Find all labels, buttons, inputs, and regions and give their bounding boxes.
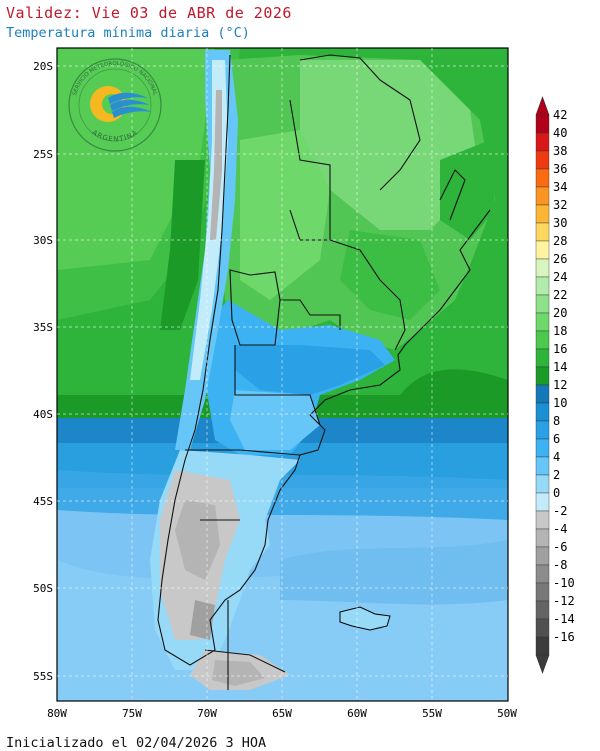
colorbar-label: 26 bbox=[553, 252, 567, 266]
lat-label-20s: 20S bbox=[33, 60, 53, 73]
colorbar-label: -14 bbox=[553, 612, 575, 626]
colorbar-swatch bbox=[535, 582, 550, 602]
colorbar-swatch bbox=[535, 168, 550, 188]
colorbar-swatch bbox=[535, 150, 550, 170]
lon-label-75w: 75W bbox=[122, 707, 142, 720]
colorbar-swatch bbox=[535, 186, 550, 206]
colorbar-swatch bbox=[535, 330, 550, 350]
colorbar-swatch bbox=[535, 564, 550, 584]
colorbar-swatch bbox=[535, 546, 550, 566]
colorbar-label: 18 bbox=[553, 324, 567, 338]
colorbar-label: -6 bbox=[553, 540, 567, 554]
colorbar-label: -8 bbox=[553, 558, 567, 572]
colorbar-label: 36 bbox=[553, 162, 567, 176]
lat-label-50s: 50S bbox=[33, 582, 53, 595]
colorbar-label: 16 bbox=[553, 342, 567, 356]
colorbar-label: 38 bbox=[553, 144, 567, 158]
colorbar-label: 6 bbox=[553, 432, 560, 446]
colorbar-swatch bbox=[535, 240, 550, 260]
colorbar-label: 12 bbox=[553, 378, 567, 392]
colorbar-swatch bbox=[535, 528, 550, 548]
colorbar-label: -2 bbox=[553, 504, 567, 518]
colorbar-swatch bbox=[535, 420, 550, 440]
lon-label-55w: 55W bbox=[422, 707, 442, 720]
colorbar-swatch bbox=[535, 636, 550, 656]
colorbar-swatch bbox=[535, 222, 550, 242]
lat-label-40s: 40S bbox=[33, 408, 53, 421]
lon-label-70w: 70W bbox=[197, 707, 217, 720]
map-frame bbox=[56, 47, 509, 702]
lat-label-55s: 55S bbox=[33, 670, 53, 683]
colorbar-swatch bbox=[535, 348, 550, 368]
colorbar-label: 2 bbox=[553, 468, 560, 482]
graticule bbox=[57, 48, 508, 701]
colorbar-swatch bbox=[535, 492, 550, 512]
lon-label-65w: 65W bbox=[272, 707, 292, 720]
colorbar-label: -16 bbox=[553, 630, 575, 644]
colorbar-swatch bbox=[535, 294, 550, 314]
colorbar-swatch bbox=[535, 258, 550, 278]
lat-label-45s: 45S bbox=[33, 495, 53, 508]
colorbar-label: 4 bbox=[553, 450, 560, 464]
colorbar-swatch bbox=[535, 402, 550, 422]
map-field bbox=[57, 48, 508, 701]
colorbar-label: 40 bbox=[553, 126, 567, 140]
colorbar-label: 14 bbox=[553, 360, 567, 374]
colorbar-label: 8 bbox=[553, 414, 560, 428]
colorbar-swatch bbox=[535, 276, 550, 296]
init-timestamp: Inicializado el 02/04/2026 3 HOA bbox=[6, 735, 267, 751]
colorbar-label: -4 bbox=[553, 522, 567, 536]
colorbar-label: 42 bbox=[553, 108, 567, 122]
colorbar-swatch bbox=[535, 456, 550, 476]
colorbar-label: 22 bbox=[553, 288, 567, 302]
colorbar-bottom-arrow bbox=[535, 654, 550, 674]
colorbar-label: 34 bbox=[553, 180, 567, 194]
colorbar-swatch bbox=[535, 312, 550, 332]
map-title: Validez: Vie 03 de ABR de 2026 bbox=[6, 4, 292, 22]
colorbar-label: 32 bbox=[553, 198, 567, 212]
colorbar-swatch bbox=[535, 474, 550, 494]
colorbar-swatch bbox=[535, 114, 550, 134]
colorbar-top-arrow bbox=[535, 96, 550, 116]
colorbar-swatch bbox=[535, 204, 550, 224]
lon-label-60w: 60W bbox=[347, 707, 367, 720]
map-subtitle: Temperatura mínima diaria (°C) bbox=[6, 25, 250, 41]
lat-label-30s: 30S bbox=[33, 234, 53, 247]
colorbar-label: 24 bbox=[553, 270, 567, 284]
colorbar-label: 10 bbox=[553, 396, 567, 410]
colorbar-swatch bbox=[535, 366, 550, 386]
map-borders bbox=[157, 54, 491, 690]
colorbar-swatch bbox=[535, 600, 550, 620]
colorbar-label: 20 bbox=[553, 306, 567, 320]
lon-label-80w: 80W bbox=[47, 707, 67, 720]
colorbar-label: -10 bbox=[553, 576, 575, 590]
colorbar-swatch bbox=[535, 618, 550, 638]
colorbar-legend: 424038363432302826242220181614121086420-… bbox=[535, 96, 575, 674]
colorbar-label: 28 bbox=[553, 234, 567, 248]
colorbar-swatch bbox=[535, 132, 550, 152]
colorbar-swatch bbox=[535, 384, 550, 404]
colorbar-label: -12 bbox=[553, 594, 575, 608]
colorbar-swatch bbox=[535, 510, 550, 530]
lat-label-25s: 25S bbox=[33, 148, 53, 161]
lon-label-50w: 50W bbox=[497, 707, 517, 720]
colorbar-label: 0 bbox=[553, 486, 560, 500]
colorbar-label: 30 bbox=[553, 216, 567, 230]
lat-label-35s: 35S bbox=[33, 321, 53, 334]
colorbar-swatch bbox=[535, 438, 550, 458]
